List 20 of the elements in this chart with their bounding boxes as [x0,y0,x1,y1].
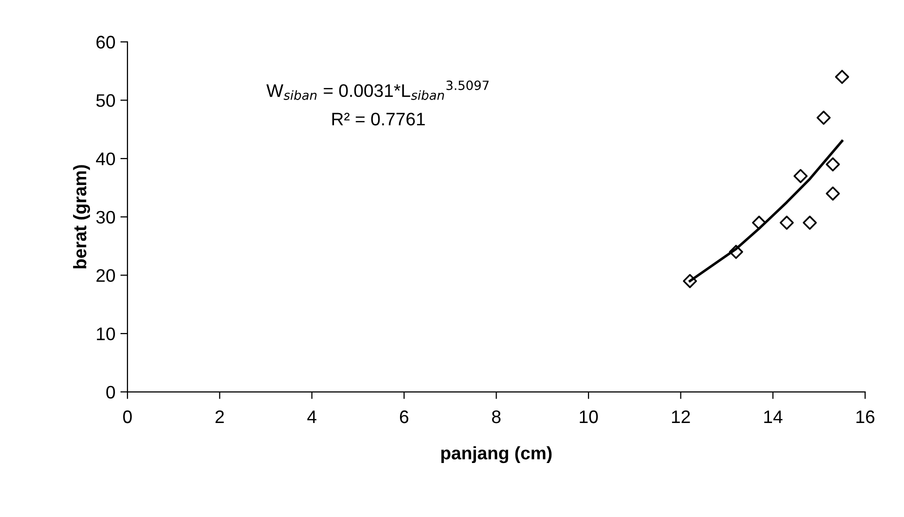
x-tick-label: 0 [123,410,132,424]
annotation: R² = 0.7761 [332,112,425,126]
y-tick-label: 60 [96,36,115,49]
x-tick-label: 16 [856,410,874,424]
y-tick-label: 10 [96,327,115,340]
y-tick-label: 0 [106,386,115,399]
x-axis-title: panjang (cm) [441,446,552,464]
x-tick-label: 8 [492,410,501,424]
y-axis-title: berat (gram) [73,165,90,268]
x-tick-label: 12 [672,410,690,424]
y-tick-label: 40 [96,152,115,166]
x-tick-label: 10 [580,410,598,424]
annotation: W$_{siban}$ = 0.0031*L$_{siban}$$^{3.5097}$ [266,80,489,100]
x-tick-label: 14 [764,410,782,424]
y-tick-label: 50 [96,94,115,107]
y-tick-label: 20 [96,269,115,282]
x-tick-label: 2 [216,410,224,424]
y-tick-label: 30 [96,210,115,224]
x-tick-label: 4 [307,410,316,424]
x-tick-label: 6 [400,410,408,424]
